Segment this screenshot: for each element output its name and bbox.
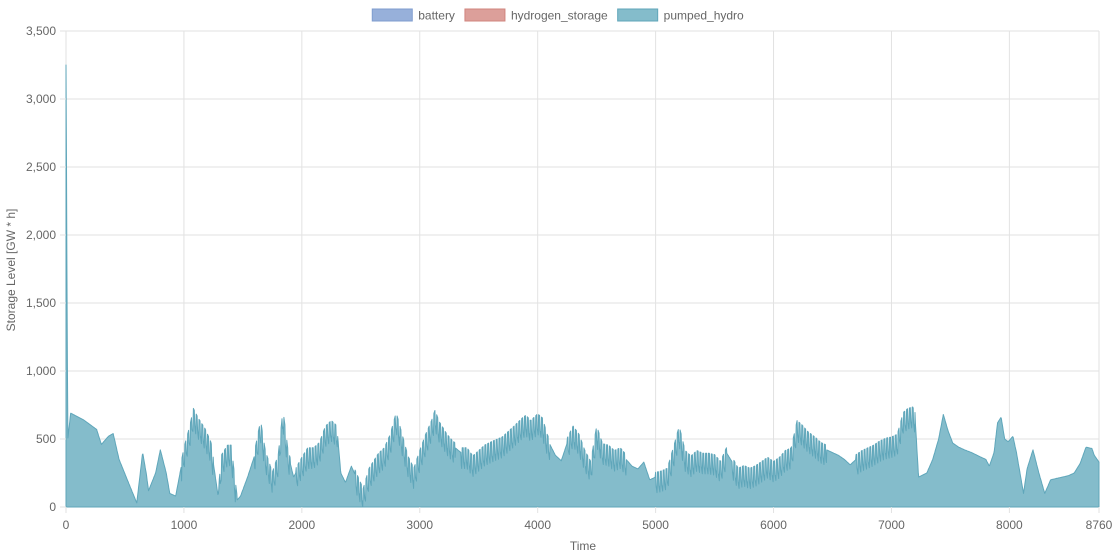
x-tick-label: 4000: [524, 518, 551, 532]
legend: battery hydrogen_storage pumped_hydro: [371, 8, 744, 23]
y-tick-label: 1,000: [26, 364, 56, 378]
y-tick-label: 2,000: [26, 228, 56, 242]
x-axis-title: Time: [570, 539, 597, 553]
legend-item-pumped-hydro[interactable]: pumped_hydro: [617, 8, 744, 23]
x-tick-label: 5000: [642, 518, 669, 532]
x-tick-label: 8760: [1086, 518, 1113, 532]
y-tick-label: 1,500: [26, 296, 56, 310]
x-tick-label: 3000: [406, 518, 433, 532]
axes: 0 1000 2000 3000 4000 5000 6000 7000 8000 8760 0 50…: [26, 24, 1113, 532]
legend-swatch: [371, 8, 413, 22]
y-tick-label: 0: [49, 500, 56, 514]
y-tick-label: 3,500: [26, 24, 56, 38]
legend-label: hydrogen_storage: [511, 9, 608, 23]
x-tick-label: 7000: [878, 518, 905, 532]
legend-swatch: [617, 8, 659, 22]
legend-label: pumped_hydro: [664, 9, 744, 23]
x-tick-label: 6000: [760, 518, 787, 532]
legend-item-hydrogen-storage[interactable]: hydrogen_storage: [464, 8, 608, 23]
x-tick-label: 0: [63, 518, 70, 532]
y-tick-label: 2,500: [26, 160, 56, 174]
legend-label: battery: [418, 9, 455, 23]
legend-item-battery[interactable]: battery: [371, 8, 455, 23]
y-axis-title: Storage Level [GW * h]: [4, 209, 18, 332]
x-tick-label: 1000: [171, 518, 198, 532]
series-layer: [65, 64, 1100, 508]
y-tick-label: 3,000: [26, 92, 56, 106]
x-tick-label: 2000: [288, 518, 315, 532]
legend-swatch: [464, 8, 506, 22]
y-tick-label: 500: [36, 432, 56, 446]
area-pumped-hydro: [65, 64, 1100, 508]
x-tick-label: 8000: [996, 518, 1023, 532]
